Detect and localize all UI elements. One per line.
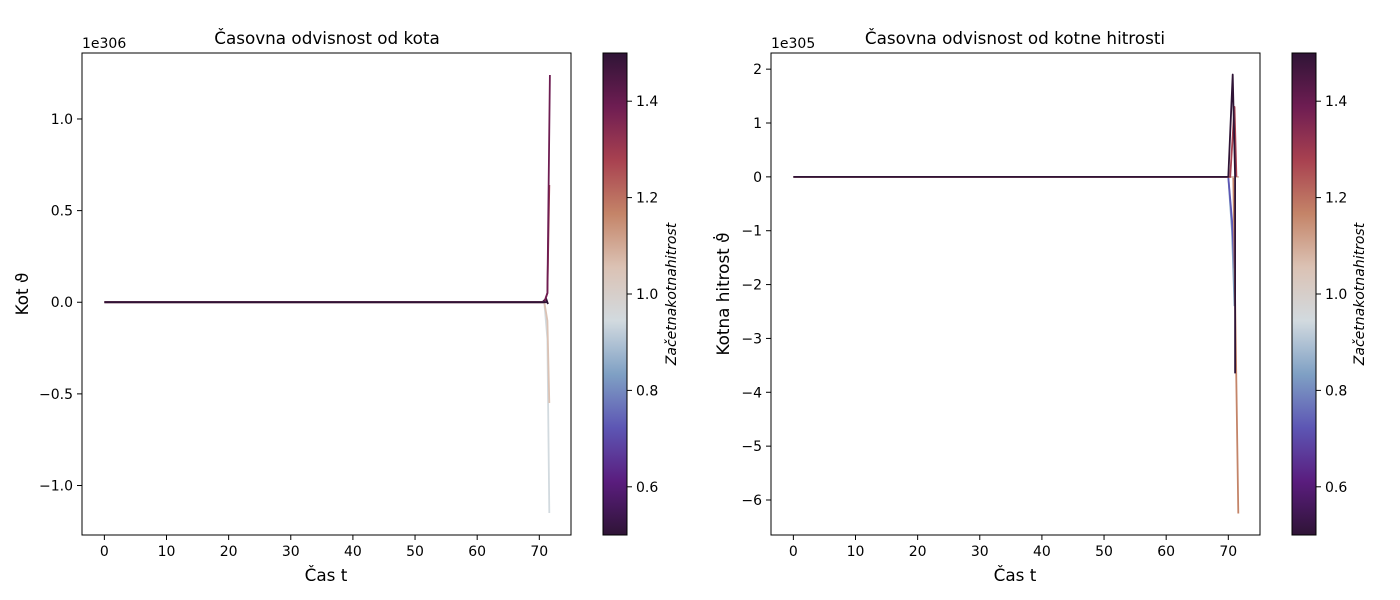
- series-layer: [104, 74, 551, 514]
- y-offset-text: 1e305: [771, 36, 815, 52]
- colorbar-tick-label: 1.4: [1325, 94, 1347, 110]
- x-axis-label: Čas t: [305, 564, 348, 585]
- x-tick-label: 50: [406, 544, 424, 560]
- series-line: [104, 74, 551, 304]
- x-tick-label: 30: [282, 544, 300, 560]
- colorbar-ticks: 1.4 1.2 1.0 0.8 0.6: [627, 94, 658, 496]
- colorbar-ticks: 1.4 1.2 1.0 0.8 0.6: [1316, 94, 1347, 496]
- colorbar-tick-label: 0.8: [636, 383, 658, 399]
- colorbar-tick-label: 0.6: [636, 480, 658, 496]
- series-line: [793, 175, 1240, 514]
- x-tick-label: 10: [847, 544, 865, 560]
- colorbar-tick-label: 1.0: [1325, 287, 1347, 303]
- series-line: [793, 73, 1236, 374]
- colorbar-tick-label: 1.4: [636, 94, 658, 110]
- colorbar-tick-label: 1.2: [636, 191, 658, 207]
- x-tick-label: 40: [344, 544, 362, 560]
- y-tick-label: −6: [741, 493, 762, 509]
- y-tick-label: 1: [753, 116, 762, 132]
- x-tick-label: 20: [220, 544, 238, 560]
- x-tick-label: 30: [971, 544, 989, 560]
- x-tick-label: 0: [100, 544, 109, 560]
- series-line: [793, 106, 1238, 178]
- series-line: [104, 301, 551, 404]
- y-tick-label: −0.5: [39, 387, 73, 403]
- chart-title: Časovna odvisnost od kota: [214, 27, 440, 48]
- x-tick-label: 10: [158, 544, 176, 560]
- colorbar-tick-label: 1.2: [1325, 191, 1347, 207]
- x-tick-label: 70: [530, 544, 548, 560]
- x-tick-label: 60: [1157, 544, 1175, 560]
- colorbar: 1.4 1.2 1.0 0.8 0.6 Začetnakotnahitrost: [602, 52, 680, 536]
- series-line: [104, 184, 551, 304]
- series-line: [793, 175, 1236, 307]
- y-tick-label: −1.0: [39, 479, 73, 495]
- series-line: [793, 175, 1236, 269]
- y-tick-label: 1.0: [51, 112, 73, 128]
- x-tick-label: 60: [468, 544, 486, 560]
- y-tick-label: 0: [753, 170, 762, 186]
- colorbar-tick-label: 1.0: [636, 287, 658, 303]
- y-tick-label: −2: [741, 278, 762, 294]
- colorbar-label: Začetnakotnahitrost: [664, 222, 680, 366]
- colorbar: 1.4 1.2 1.0 0.8 0.6 Začetnakotnahitrost: [1291, 52, 1368, 536]
- y-tick-label: 0.0: [51, 295, 73, 311]
- chart-title: Časovna odvisnost od kotne hitrosti: [865, 27, 1165, 48]
- series-layer: [793, 73, 1240, 514]
- plot-frame: [81, 52, 572, 536]
- x-tick-label: 50: [1095, 544, 1113, 560]
- colorbar-gradient: [1291, 52, 1317, 536]
- y-tick-label: −3: [741, 331, 762, 347]
- series-line: [104, 301, 551, 514]
- y-axis-label: Kot ϑ: [12, 273, 32, 316]
- x-tick-label: 20: [909, 544, 927, 560]
- x-tick-label: 0: [789, 544, 798, 560]
- y-tick-label: 0.5: [51, 204, 73, 220]
- x-tick-label: 40: [1033, 544, 1051, 560]
- y-tick-label: −4: [741, 385, 762, 401]
- x-tick-label: 70: [1219, 544, 1237, 560]
- y-tick-label: −5: [741, 439, 762, 455]
- plot-frame: [770, 52, 1261, 536]
- colorbar-tick-label: 0.8: [1325, 383, 1347, 399]
- tick-layer: 0 10 20 30 40 50 60 70 1.0 0.5 0.0 −0.5 −1.0: [39, 112, 548, 560]
- colorbar-tick-label: 0.6: [1325, 480, 1347, 496]
- y-tick-label: 2: [753, 62, 762, 78]
- y-offset-text: 1e306: [82, 36, 126, 52]
- colorbar-gradient: [602, 52, 628, 536]
- y-axis-label: Kotna hitrost ϑ̇: [711, 233, 733, 356]
- x-axis-label: Čas t: [994, 564, 1037, 585]
- y-tick-label: −1: [741, 224, 762, 240]
- right-plot: Časovna odvisnost od kotne hitrosti 1e30…: [711, 27, 1368, 585]
- colorbar-label: Začetnakotnahitrost: [1352, 222, 1368, 366]
- left-plot: Časovna odvisnost od kota 1e306 0 10 20 30 4…: [12, 27, 680, 585]
